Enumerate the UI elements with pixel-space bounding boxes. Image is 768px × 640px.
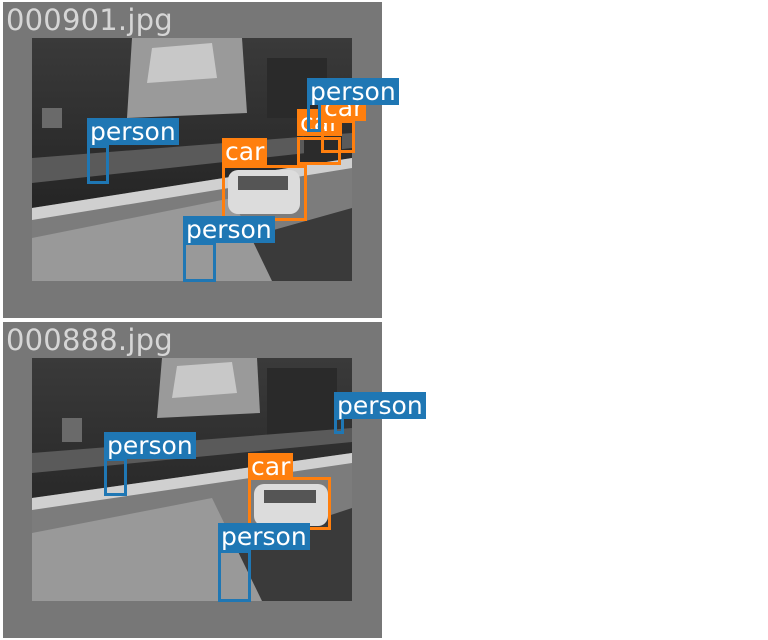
- detection-label: person: [218, 523, 310, 550]
- image-filename: 000901.jpg: [6, 3, 173, 37]
- image-panel: 000901.jpg person: [3, 2, 382, 318]
- person-detection-box: [307, 102, 321, 132]
- car-detection-box: [222, 165, 307, 221]
- person-detection-box: [87, 145, 109, 184]
- person-detection-box: [218, 550, 251, 602]
- person-detection-box: [104, 458, 127, 496]
- detection-label: car: [222, 138, 268, 165]
- image-panel: 000888.jpg person car: [3, 322, 382, 638]
- person-detection-box: [183, 242, 216, 282]
- image-filename: 000888.jpg: [6, 323, 173, 357]
- car-shape: [228, 170, 300, 214]
- car-shape: [254, 484, 328, 526]
- detection-label: car: [248, 453, 294, 480]
- detection-label: person: [104, 432, 196, 459]
- detection-label: person: [183, 216, 275, 243]
- detection-label: person: [334, 392, 426, 419]
- detection-label: person: [307, 78, 399, 105]
- detection-label: person: [87, 118, 179, 145]
- street-scene-image: [32, 38, 352, 281]
- scene-photo: [32, 38, 352, 281]
- car-detection-box: [321, 120, 355, 153]
